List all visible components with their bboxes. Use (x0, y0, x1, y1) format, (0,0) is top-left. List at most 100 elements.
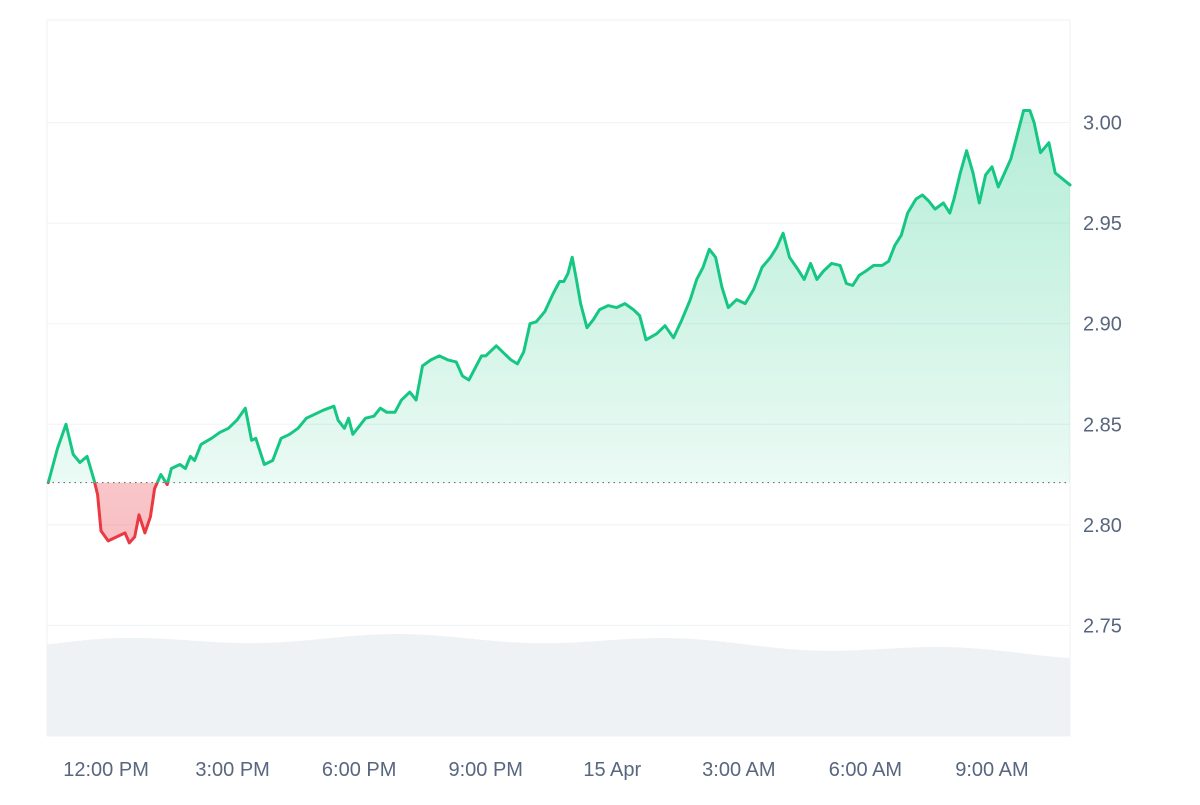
volume-bar (684, 638, 691, 736)
volume-bar (163, 638, 171, 736)
volume-bar (263, 642, 270, 736)
volume-bar (549, 643, 556, 736)
volume-bar (567, 642, 574, 736)
volume-bar (847, 650, 855, 736)
volume-bar (695, 639, 703, 736)
volume-bar (865, 649, 872, 736)
volume-bar (146, 638, 153, 736)
volume-bar (450, 637, 457, 736)
volume-bar (280, 642, 288, 736)
x-tick-label: 9:00 AM (955, 759, 1028, 781)
volume-bar (649, 638, 656, 736)
volume-bar (438, 635, 445, 736)
volume-bar (333, 637, 340, 736)
volume-bar (409, 634, 416, 736)
x-tick-label: 15 Apr (583, 759, 641, 781)
volume-bar (619, 639, 627, 736)
volume-bar (947, 647, 954, 736)
volume-bar (631, 638, 638, 736)
volume-bar (362, 635, 369, 736)
volume-bar (444, 636, 451, 736)
volume-bar (929, 646, 936, 736)
area-fill-layer (48, 110, 1070, 543)
volume-bar (824, 650, 831, 736)
volume-bar (707, 640, 714, 736)
volume-bar (105, 638, 112, 736)
volume-bar (771, 647, 779, 736)
volume-bar (602, 640, 609, 736)
volume-bar (473, 639, 480, 736)
volume-bar (736, 643, 744, 736)
volume-bar (859, 650, 866, 736)
volume-bar (1029, 654, 1036, 736)
volume-bar (1052, 656, 1059, 736)
volume-bar (935, 646, 942, 736)
volume-bar (625, 639, 632, 736)
x-tick-label: 12:00 PM (63, 759, 149, 781)
volume-bar (596, 640, 603, 736)
volume-bar (368, 634, 375, 736)
volume-bar (678, 638, 685, 736)
volume-bar (403, 634, 410, 736)
volume-bar (391, 634, 399, 736)
volume-bar (976, 648, 983, 736)
volume-bar (514, 642, 521, 736)
volume-bar (193, 640, 200, 736)
volume-bar (175, 639, 182, 736)
volume-bar (216, 642, 223, 736)
volume-bar (269, 642, 276, 736)
volume-bar (725, 642, 732, 736)
volume-bar (462, 638, 469, 736)
volume-bar (970, 648, 977, 736)
volume-bar (801, 650, 808, 736)
y-tick-label: 2.95 (1083, 213, 1122, 235)
volume-bar (467, 638, 475, 736)
volume-bar (52, 643, 60, 736)
volume-bar (1040, 655, 1048, 736)
volume-bar (754, 645, 761, 736)
x-axis-ticks: 12:00 PM 3:00 PM 6:00 PM 9:00 PM 15 Apr 3:00 … (63, 759, 1028, 781)
volume-bar (672, 638, 679, 736)
volume-bar (204, 641, 212, 736)
volume-bar (386, 634, 393, 736)
volume-bar (345, 636, 352, 736)
x-tick-label: 3:00 PM (195, 759, 269, 781)
volume-bar (912, 647, 919, 736)
volume-bar (953, 647, 960, 736)
volume-bar (760, 646, 767, 736)
volume-bar (643, 638, 650, 736)
volume-bar (742, 644, 749, 736)
volume-bar (374, 634, 381, 736)
volume-bar (479, 639, 486, 736)
volume-bar (982, 649, 989, 736)
y-tick-label: 2.75 (1083, 615, 1122, 637)
area-fill-down (48, 482, 1070, 543)
volume-layer (47, 634, 1071, 736)
volume-bar (900, 647, 907, 736)
volume-bar (356, 635, 364, 736)
volume-bar (812, 650, 820, 736)
volume-bar (508, 642, 516, 736)
volume-bar (239, 643, 247, 736)
volume-bar (76, 640, 83, 736)
volume-bar (614, 639, 621, 736)
volume-bar (210, 641, 217, 736)
volume-bar (181, 640, 188, 736)
volume-bar (321, 638, 328, 736)
volume-bar (198, 641, 206, 736)
x-tick-label: 9:00 PM (448, 759, 522, 781)
volume-bar (87, 639, 95, 736)
volume-bar (666, 638, 673, 736)
volume-bar (304, 640, 311, 736)
volume-bar (958, 647, 966, 736)
area-fill-up (48, 110, 1070, 483)
volume-bar (578, 642, 586, 736)
price-line-layer (46, 109, 1072, 545)
volume-bar (608, 640, 615, 736)
volume-bar (713, 641, 720, 736)
volume-bar (543, 643, 551, 736)
volume-bar (292, 641, 299, 736)
volume-bar (1046, 656, 1053, 736)
volume-bar (573, 642, 580, 736)
volume-bar (310, 639, 317, 736)
